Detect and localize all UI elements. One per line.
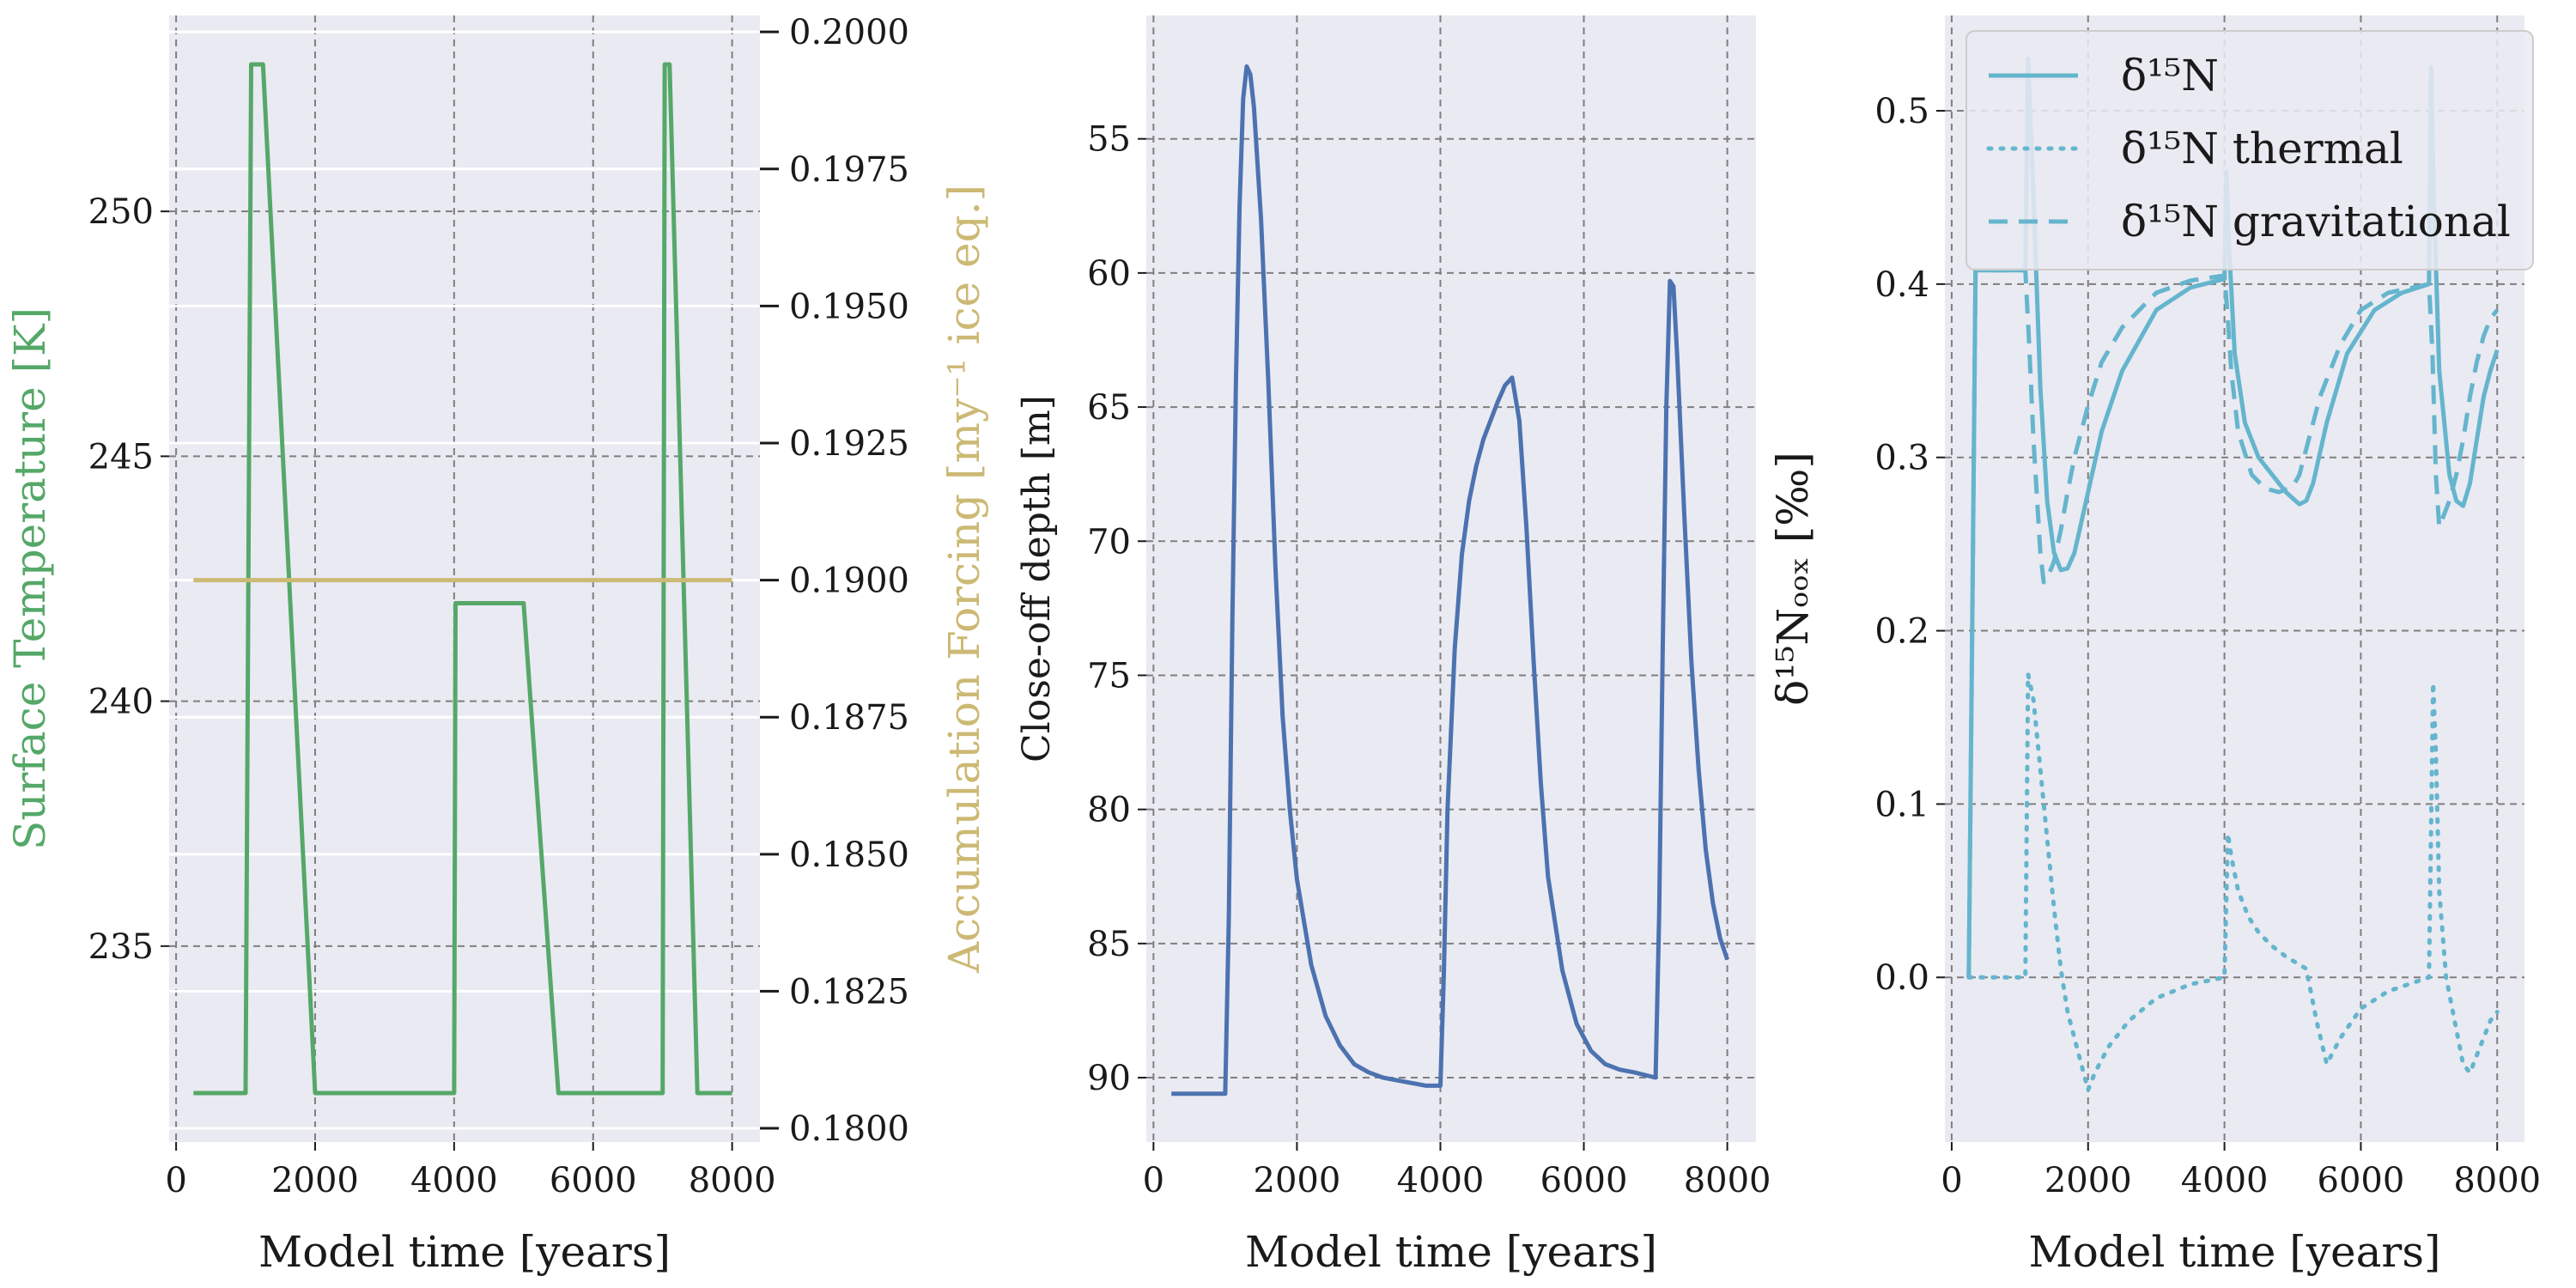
- series-line-1: [1966, 671, 2500, 1092]
- right-series-layer: [1966, 57, 2500, 1092]
- y-tick-label: 90: [1087, 1059, 1131, 1098]
- series-line-2: [1966, 268, 2500, 978]
- legend-item-delta15n: δ¹⁵N: [1989, 51, 2219, 100]
- x-tick-label: 2000: [1254, 1161, 1341, 1200]
- legend-item-delta15n-gravitational: δ¹⁵N gravitational: [1989, 197, 2511, 246]
- legend-label-delta15n-thermal: δ¹⁵N thermal: [2121, 124, 2403, 173]
- y2-tick-label: 0.1800: [789, 1109, 909, 1149]
- y-tick-label: 0.2: [1874, 612, 1929, 652]
- x-tick-label: 2000: [271, 1161, 359, 1200]
- y2-tick-label: 0.2000: [789, 13, 909, 52]
- left-y-ticks: 235 240 245 250: [88, 192, 169, 967]
- x-tick-label: 8000: [689, 1161, 776, 1200]
- x-tick-label: 4000: [410, 1161, 498, 1200]
- x-tick-label: 6000: [1540, 1161, 1628, 1200]
- y-tick-label: 0.4: [1874, 265, 1929, 305]
- x-tick-label: 4000: [2181, 1161, 2269, 1200]
- left-series-layer: [193, 62, 732, 1096]
- y-tick-label: 75: [1087, 656, 1131, 696]
- y2-tick-label: 0.1950: [789, 287, 909, 326]
- right-legend: δ¹⁵N δ¹⁵N thermal δ¹⁵N gravitational: [1965, 30, 2534, 270]
- y-tick-label: 55: [1087, 120, 1131, 160]
- y2-tick-label: 0.1875: [789, 698, 909, 738]
- x-tick-label: 6000: [550, 1161, 637, 1200]
- middle-x-axis-label: Model time [years]: [1245, 1227, 1657, 1277]
- x-tick-label: 4000: [1397, 1161, 1485, 1200]
- legend-item-delta15n-thermal: δ¹⁵N thermal: [1986, 124, 2403, 173]
- middle-panel: 0 2000 4000 6000 8000 55 60 65 70 75 80 85 90 Model…: [1015, 15, 1771, 1277]
- legend-box: [1965, 30, 2534, 270]
- y-tick-label: 0.0: [1874, 958, 1929, 998]
- right-x-axis-label: Model time [years]: [2029, 1227, 2441, 1277]
- y-tick-label: 85: [1087, 925, 1131, 964]
- series-line-0: [1171, 64, 1729, 1097]
- y2-tick-label: 0.1900: [789, 562, 909, 601]
- x-tick-label: 0: [1941, 1161, 1962, 1200]
- x-tick-label: 0: [1143, 1161, 1164, 1200]
- y-tick-label: 70: [1087, 522, 1131, 562]
- y-tick-label: 80: [1087, 791, 1131, 830]
- legend-label-delta15n: δ¹⁵N: [2121, 51, 2219, 100]
- right-y-axis-label: δ¹⁵Nₒₒₓ [‰]: [1768, 452, 1818, 706]
- left-y2-ticks: 0.1800 0.1825 0.1850 0.1875 0.1900 0.1925 0.19…: [760, 13, 909, 1149]
- x-tick-label: 2000: [2044, 1161, 2132, 1200]
- left-y2-axis-label: Accumulation Forcing [my⁻¹ ice eq.]: [939, 185, 989, 974]
- y-tick-label: 0.3: [1874, 439, 1929, 478]
- y2-tick-label: 0.1825: [789, 972, 909, 1012]
- series-line-0: [1966, 57, 2500, 978]
- series-line-0: [193, 62, 732, 1096]
- y-tick-label: 60: [1087, 254, 1131, 294]
- y-tick-label: 65: [1087, 388, 1131, 428]
- middle-x-ticks: 0 2000 4000 6000 8000: [1143, 1142, 1771, 1200]
- right-x-ticks: 0 2000 4000 6000 8000: [1941, 1142, 2541, 1200]
- left-x-axis-label: Model time [years]: [258, 1227, 671, 1277]
- legend-label-delta15n-gravitational: δ¹⁵N gravitational: [2121, 197, 2511, 246]
- y-tick-label: 0.1: [1874, 785, 1929, 824]
- left-x-ticks: 0 2000 4000 6000 8000: [165, 1142, 776, 1200]
- right-panel: 0 2000 4000 6000 8000 0.0 0.1 0.2 0.3 0.4 0.5 Mod…: [1768, 15, 2541, 1277]
- y-tick-label: 235: [88, 927, 154, 967]
- y-tick-label: 240: [88, 683, 154, 722]
- left-y-axis-label: Surface Temperature [K]: [5, 307, 55, 850]
- y-tick-label: 0.5: [1874, 92, 1929, 131]
- right-y-ticks: 0.0 0.1 0.2 0.3 0.4 0.5: [1874, 92, 1945, 998]
- y2-tick-label: 0.1975: [789, 150, 909, 190]
- x-tick-label: 6000: [2318, 1161, 2405, 1200]
- y2-tick-label: 0.1925: [789, 424, 909, 464]
- middle-plot-area: [1146, 15, 1756, 1142]
- middle-y-ticks: 55 60 65 70 75 80 85 90: [1087, 120, 1146, 1098]
- x-tick-label: 0: [165, 1161, 186, 1200]
- y-tick-label: 245: [88, 437, 154, 477]
- y-tick-label: 250: [88, 192, 154, 232]
- y2-tick-label: 0.1850: [789, 835, 909, 875]
- x-tick-label: 8000: [2453, 1161, 2541, 1200]
- middle-y-axis-label: Close-off depth [m]: [1015, 395, 1059, 762]
- middle-series-layer: [1171, 64, 1729, 1097]
- x-tick-label: 8000: [1684, 1161, 1771, 1200]
